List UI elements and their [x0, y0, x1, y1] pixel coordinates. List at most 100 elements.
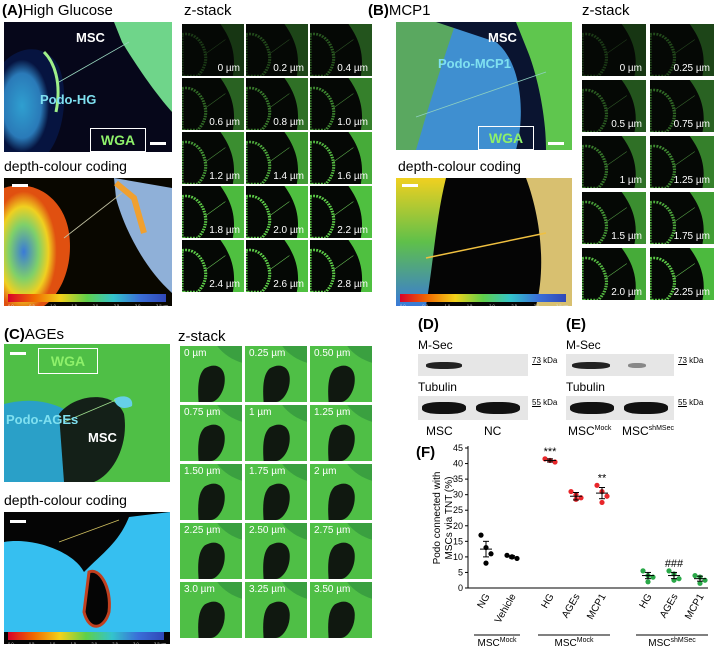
panel-c-zstack-tile: 3.0 µm — [180, 582, 242, 638]
y-tick-label: 15 — [453, 536, 463, 546]
panel-c-main-image: WGA Podo-AGEs MSC — [4, 344, 170, 482]
panel-b-depth-image: 0.0 0.5 1.0 1.5 2.0 2.5 3.0 3.5 µm — [396, 178, 572, 306]
panel-b-zstack-tile: 0.5 µm — [582, 80, 646, 132]
colorbar-tick: 3.0 — [533, 303, 540, 306]
panel-d-kda1: 73 kDa — [532, 356, 557, 365]
panel-a-depth-title: depth-colour coding — [4, 158, 127, 174]
panel-d-kda1-unit: kDa — [543, 356, 558, 365]
panel-c-zstack-tile: 1.25 µm — [310, 405, 372, 461]
panel-b-wga-label: WGA — [478, 126, 534, 150]
y-tick-label: 30 — [453, 490, 463, 500]
panel-c-zstack-depth-label: 3.50 µm — [314, 584, 351, 595]
colorbar-tick: 2.0 — [92, 303, 99, 306]
x-category-label: NG — [476, 592, 493, 611]
panel-c-zstack-tile: 2.75 µm — [310, 523, 372, 579]
panel-e-row1-label: M-Sec — [566, 338, 601, 352]
panel-c-zstack-tile: 1.75 µm — [245, 464, 307, 520]
x-category-label: MCP1 — [683, 592, 707, 622]
panel-c-zstack-tile: 1 µm — [245, 405, 307, 461]
data-point — [676, 576, 682, 582]
panel-a-zstack-depth-label: 1.2 µm — [209, 171, 240, 182]
panel-a-depth-image: 0.0 0.5 1.0 1.5 2.0 2.5 3.0 3.5 µm — [4, 178, 172, 306]
colorbar-tick: 3.0 — [134, 303, 141, 306]
panel-e-kda2-value: 55 — [678, 398, 687, 407]
x-category-label: AGEs — [560, 592, 583, 620]
panel-a-zstack-depth-label: 1.8 µm — [209, 225, 240, 236]
panel-c-depth-drawing — [4, 512, 170, 644]
panel-c-zstack-depth-label: 3.25 µm — [249, 584, 286, 595]
colorbar-tick: 2.5 — [112, 641, 118, 644]
panel-b-zstack-title: z-stack — [582, 2, 630, 19]
panel-b-zstack-tile: 1 µm — [582, 136, 646, 188]
panel-c-zstack-depth-label: 0 µm — [184, 348, 207, 359]
panel-b-zstack-depth-label: 1 µm — [619, 175, 642, 186]
panel-f-label: (F) — [416, 444, 436, 461]
panel-c-msc-label: MSC — [88, 430, 117, 445]
panel-e-tubulin-band-shmsec — [624, 402, 668, 414]
panel-b-zstack-depth-label: 1.25 µm — [673, 175, 710, 186]
panel-e-lane-mock: MSCMock — [568, 424, 611, 438]
panel-b-zstack-depth-label: 0.75 µm — [673, 119, 710, 130]
panel-a-zstack-depth-label: 1.0 µm — [337, 117, 368, 128]
panel-a-main-image: MSC Podo-HG WGA — [4, 22, 172, 152]
panel-c-zstack-tile: 0 µm — [180, 346, 242, 402]
panel-d-kda2-value: 55 — [532, 398, 541, 407]
colorbar-tick: 1.0 — [444, 303, 451, 306]
x-category-label: Vehicle — [493, 592, 519, 626]
significance-annotation: *** — [544, 446, 558, 458]
data-point — [697, 580, 703, 586]
y-tick-label: 10 — [453, 552, 463, 562]
colorbar-tick: 3.5 µm — [556, 303, 569, 306]
panel-c-zstack-tile: 2.25 µm — [180, 523, 242, 579]
panel-c-zstack-tile: 0.75 µm — [180, 405, 242, 461]
panel-a-zstack-tile: 2.8 µm — [310, 240, 372, 292]
x-category-label: AGEs — [658, 592, 681, 620]
panel-b-zstack-depth-label: 0.25 µm — [673, 63, 710, 74]
panel-e-kda1-unit: kDa — [689, 356, 704, 365]
colorbar-tick: 0.5 — [29, 303, 35, 306]
x-category-label: HG — [638, 592, 655, 611]
panel-b-podo-label: Podo-MCP1 — [438, 56, 511, 71]
panel-e-label: (E) — [566, 316, 586, 333]
panel-d-kda1-value: 73 — [532, 356, 541, 365]
panel-b-depth-scale-bar — [402, 184, 418, 187]
panel-d-kda2-unit: kDa — [543, 398, 558, 407]
panel-c-cells-drawing — [4, 396, 133, 482]
panel-a-zstack-depth-label: 0.6 µm — [209, 117, 240, 128]
panel-d-msec-band-msc — [426, 362, 462, 369]
colorbar-tick: 1.5 — [70, 641, 77, 644]
panel-c-title: AGEs — [24, 326, 65, 343]
panel-e-kda1: 73 kDa — [678, 356, 703, 365]
panel-a-zstack-depth-label: 0.2 µm — [273, 63, 304, 74]
panel-c-scale-bar — [10, 352, 26, 355]
panel-a-zstack-depth-label: 0 µm — [217, 63, 240, 74]
y-tick-label: 25 — [453, 505, 463, 515]
panel-d-row1-label: M-Sec — [418, 338, 453, 352]
panel-a-zstack-tile: 0.2 µm — [246, 24, 308, 76]
panel-a-zstack-depth-label: 2.0 µm — [273, 225, 304, 236]
panel-d-lane-msc: MSC — [426, 424, 453, 438]
data-point — [692, 572, 698, 579]
panel-d-tubulin-blot — [418, 396, 528, 420]
panel-e-row2-label: Tubulin — [566, 380, 605, 394]
panel-e-msec-band-shmsec — [628, 363, 646, 368]
y-tick-label: 5 — [458, 567, 463, 577]
colorbar-tick: 3.0 — [133, 641, 139, 644]
data-point — [488, 551, 494, 557]
panel-a-colorbar — [8, 294, 166, 302]
panel-c-zstack-tile: 0.50 µm — [310, 346, 372, 402]
panel-e-kda2-unit: kDa — [689, 398, 704, 407]
panel-a-zstack-tile: 2.0 µm — [246, 186, 308, 238]
panel-a-title: High Glucose — [22, 2, 113, 19]
panel-a-zstack-tile: 2.2 µm — [310, 186, 372, 238]
panel-a-msc-label: MSC — [76, 30, 105, 45]
panel-b-msc-label: MSC — [488, 30, 517, 45]
panel-d-tubulin-band-nc — [476, 402, 520, 414]
panel-c-zstack-depth-label: 1.75 µm — [249, 466, 286, 477]
panel-e-lane1-base: MSC — [568, 424, 595, 438]
panel-c-zstack-depth-label: 2.75 µm — [314, 525, 351, 536]
colorbar-tick: 0.0 — [8, 641, 14, 644]
data-point — [599, 499, 605, 506]
y-tick-label: 20 — [453, 521, 463, 531]
